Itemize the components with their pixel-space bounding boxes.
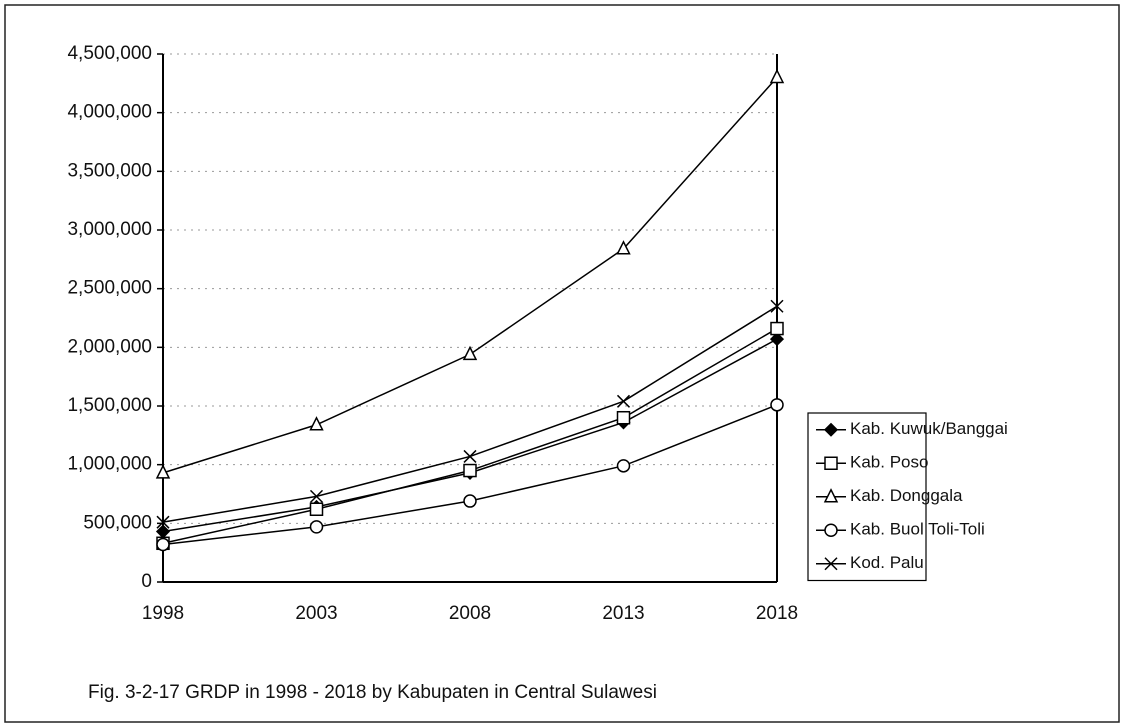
y-tick-label: 1,500,000 xyxy=(67,395,152,416)
marker xyxy=(770,321,784,336)
x-tick-label: 1998 xyxy=(142,603,184,624)
marker xyxy=(616,394,631,408)
caption: Fig. 3-2-17 GRDP in 1998 - 2018 by Kabup… xyxy=(88,682,657,703)
series-line xyxy=(162,305,778,523)
y-tick-label: 4,500,000 xyxy=(67,43,152,64)
marker xyxy=(463,449,477,463)
legend-label: Kod. Palu xyxy=(850,553,924,572)
y-tick-label: 0 xyxy=(141,571,152,592)
series-line xyxy=(162,327,778,545)
legend-label: Kab. Buol Toli-Toli xyxy=(850,520,985,539)
frame xyxy=(4,4,1120,723)
marker xyxy=(309,520,324,534)
legend-marker xyxy=(823,422,839,437)
marker xyxy=(309,489,324,503)
y-tick-label: 2,000,000 xyxy=(67,336,152,357)
marker xyxy=(616,240,631,255)
legend-marker xyxy=(824,523,838,537)
legend-label: Kab. Donggala xyxy=(850,486,963,505)
legend-label: Kab. Poso xyxy=(850,453,928,472)
x-tick-label: 2003 xyxy=(295,603,337,624)
marker xyxy=(769,68,785,84)
marker xyxy=(463,463,477,478)
marker xyxy=(769,332,785,347)
legend-label: Kab. Kuwuk/Banggai xyxy=(850,419,1008,438)
marker xyxy=(770,299,784,313)
marker xyxy=(463,494,477,508)
x-tick-label: 2008 xyxy=(449,603,491,624)
legend-marker xyxy=(824,557,838,571)
y-tick-label: 4,000,000 xyxy=(67,102,152,123)
y-tick-label: 3,500,000 xyxy=(67,160,152,181)
y-tick-label: 2,500,000 xyxy=(67,278,152,299)
marker xyxy=(156,537,170,552)
series-line xyxy=(162,76,778,474)
marker xyxy=(309,416,324,431)
x-tick-label: 2018 xyxy=(756,603,798,624)
legend-marker xyxy=(823,488,839,503)
marker xyxy=(462,345,478,361)
marker xyxy=(770,398,784,412)
x-tick-label: 2013 xyxy=(602,603,644,624)
marker xyxy=(155,464,171,479)
legend-marker xyxy=(824,456,838,470)
y-tick-label: 1,000,000 xyxy=(67,454,152,475)
marker xyxy=(309,502,324,517)
y-tick-label: 3,000,000 xyxy=(67,219,152,240)
marker xyxy=(156,515,170,529)
marker xyxy=(616,459,631,473)
y-tick-label: 500,000 xyxy=(83,512,152,533)
marker xyxy=(616,410,631,425)
